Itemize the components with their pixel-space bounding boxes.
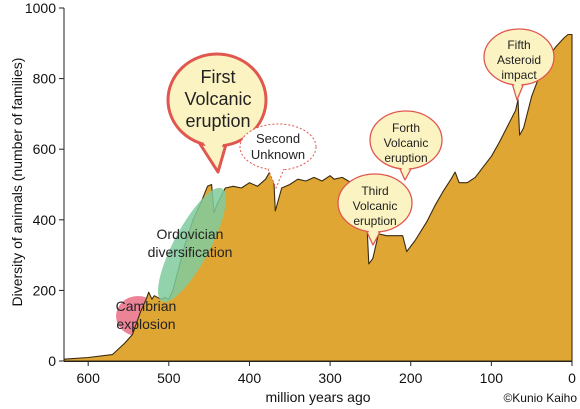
annotation-text: diversification — [148, 244, 233, 260]
annotation-text: eruption — [353, 214, 396, 228]
x-tick-label: 300 — [318, 370, 342, 386]
y-tick-label: 400 — [33, 212, 57, 228]
annotation-text: Volcanic — [384, 136, 429, 150]
annotation-text: Second — [256, 131, 300, 146]
callout-pointer-fill — [367, 228, 380, 243]
y-tick-label: 0 — [48, 353, 56, 369]
annotation-text: Forth — [392, 121, 420, 135]
annotation-text: eruption — [185, 111, 250, 131]
annotation-text: Volcanic — [184, 89, 251, 109]
y-tick-label: 1000 — [25, 0, 56, 16]
x-tick-label: 400 — [238, 370, 262, 386]
annotation-text: Cambrian — [116, 298, 177, 314]
x-tick-label: 500 — [157, 370, 181, 386]
x-axis-label: million years ago — [265, 389, 370, 405]
annotation-text: explosion — [116, 316, 175, 332]
callout-pointer-fill — [203, 139, 224, 166]
credit-text: ©Kunio Kaiho — [503, 391, 577, 405]
callout-pointer-fill — [513, 81, 523, 98]
x-tick-label: 200 — [399, 370, 423, 386]
annotation-text: eruption — [384, 151, 427, 165]
annotation-text: First — [201, 67, 236, 87]
x-tick-label: 100 — [480, 370, 504, 386]
annotation-text: Fifth — [507, 38, 530, 52]
annotation-text: Ordovician — [157, 226, 224, 242]
y-tick-label: 200 — [33, 282, 57, 298]
callout-front-layer: Cambrian explosion Ordovician diversificati… — [116, 28, 555, 332]
annotation-text: Asteroid — [497, 53, 541, 67]
cambrian-explosion-callout: Cambrian explosion — [116, 298, 177, 332]
x-tick-label: 600 — [77, 370, 101, 386]
annotation-text: Unknown — [251, 147, 305, 162]
callout-pointer-fill — [400, 165, 411, 178]
ordovician-ellipse — [158, 187, 226, 303]
x-tick-label: 0 — [568, 370, 576, 386]
annotation-text: Third — [361, 184, 388, 198]
annotation-text: impact — [501, 68, 537, 82]
ordovician-diversification-callout: Ordovician diversification — [148, 226, 233, 260]
y-axis-label: Diversity of animals (number of families… — [9, 58, 25, 307]
y-tick-label: 600 — [33, 141, 57, 157]
plot-layer — [63, 33, 573, 362]
y-tick-label: 800 — [33, 71, 57, 87]
callout-pointer — [267, 168, 285, 190]
annotation-text: Volcanic — [353, 199, 398, 213]
